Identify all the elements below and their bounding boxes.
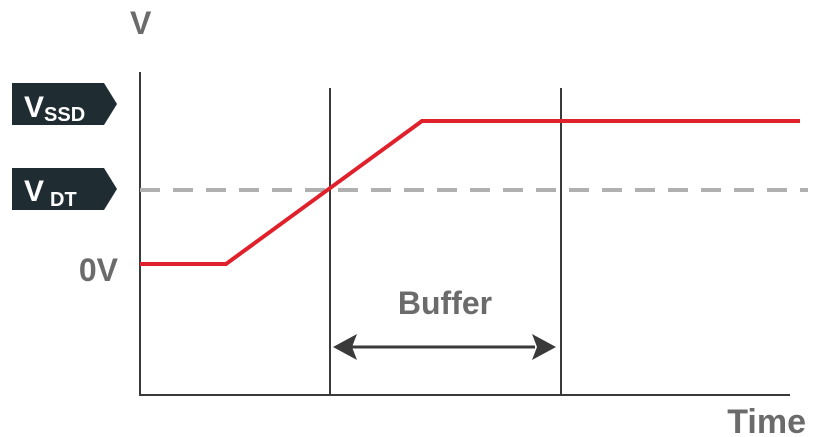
svg-text:VSSD: VSSD	[24, 91, 85, 126]
buffer-arrow-right-head	[532, 334, 556, 360]
vssd-main: V	[24, 91, 44, 124]
signal-trace	[140, 119, 800, 266]
svg-text:VDT: V DT	[24, 175, 77, 211]
vssd-subscript: SSD	[44, 104, 85, 126]
buffer-arrow-left-head	[333, 334, 357, 360]
x-axis-label: Time	[727, 403, 806, 437]
vdt-tag: V DT	[12, 168, 117, 211]
vssd-tag-background	[12, 83, 117, 125]
zero-volt-label: 0V	[79, 252, 119, 288]
vdt-subscript: DT	[50, 189, 77, 211]
buffer-label: Buffer	[398, 285, 492, 321]
y-axis-label: V	[130, 5, 152, 41]
vdt-main: V	[24, 175, 44, 208]
buffer-arrow	[333, 334, 556, 360]
vssd-tag: VSSD	[12, 83, 117, 126]
vdt-tag-background	[12, 168, 117, 210]
